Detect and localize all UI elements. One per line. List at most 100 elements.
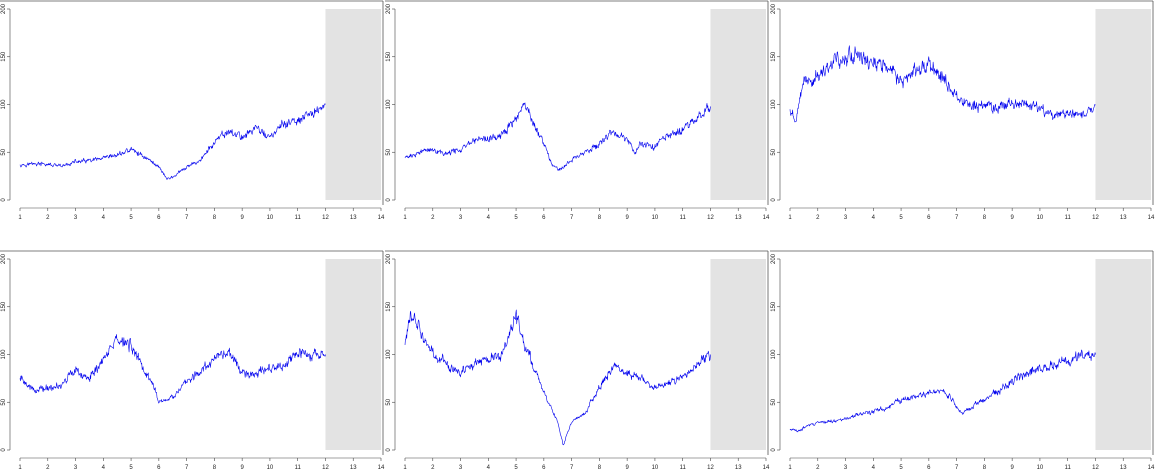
x-tick-label: 7 — [955, 465, 959, 471]
y-tick-label: 100 — [386, 349, 392, 360]
x-tick-label: 1 — [403, 215, 407, 221]
y-axis: 0 50 100 150 200 — [771, 3, 781, 202]
series-line — [789, 349, 1096, 433]
x-tick-label: 13 — [1120, 465, 1127, 471]
x-axis: 1 2 3 4 5 6 7 8 9 10 11 12 13 14 — [403, 457, 770, 471]
y-tick-label: 0 — [386, 198, 392, 202]
x-tick-label: 11 — [295, 215, 302, 221]
x-tick-label: 9 — [625, 215, 629, 221]
x-tick-label: 2 — [816, 215, 820, 221]
x-tick-label: 7 — [185, 465, 189, 471]
y-tick-label: 50 — [386, 148, 392, 155]
x-tick-label: 6 — [927, 215, 931, 221]
y-tick-label: 200 — [386, 3, 392, 14]
x-tick-label: 11 — [295, 465, 302, 471]
x-tick-label: 8 — [983, 215, 987, 221]
x-tick-label: 11 — [1065, 465, 1072, 471]
x-tick-label: 13 — [1120, 215, 1127, 221]
x-tick-label: 10 — [267, 215, 274, 221]
y-tick-label: 100 — [1, 99, 7, 110]
y-tick-label: 150 — [1, 51, 7, 62]
y-tick-label: 150 — [771, 301, 777, 312]
x-tick-label: 1 — [788, 215, 792, 221]
x-tick-label: 14 — [378, 465, 385, 471]
y-tick-label: 0 — [1, 198, 7, 202]
y-axis: 0 50 100 150 200 — [771, 253, 781, 452]
x-tick-label: 3 — [74, 465, 78, 471]
y-tick-label: 50 — [771, 398, 777, 405]
x-tick-label: 10 — [267, 465, 274, 471]
x-tick-label: 8 — [213, 215, 217, 221]
x-tick-label: 1 — [18, 465, 22, 471]
y-tick-label: 50 — [771, 148, 777, 155]
x-tick-label: 8 — [598, 215, 602, 221]
x-tick-label: 3 — [459, 215, 463, 221]
x-tick-label: 14 — [763, 215, 770, 221]
y-tick-label: 50 — [386, 398, 392, 405]
x-tick-label: 5 — [899, 215, 903, 221]
x-tick-label: 7 — [570, 215, 574, 221]
chart-panel-3: 0 50 100 150 200 1 2 3 4 5 6 7 8 9 10 11 12 13 14 — [770, 0, 1155, 222]
x-tick-label: 13 — [350, 215, 357, 221]
y-tick-label: 200 — [771, 3, 777, 14]
x-tick-label: 13 — [735, 215, 742, 221]
x-tick-label: 2 — [46, 215, 50, 221]
y-tick-label: 200 — [771, 253, 777, 264]
shaded-region — [710, 259, 766, 450]
y-axis: 0 50 100 150 200 — [1, 253, 11, 452]
y-tick-label: 200 — [1, 253, 7, 264]
x-tick-label: 1 — [18, 215, 22, 221]
x-tick-label: 8 — [983, 465, 987, 471]
x-tick-label: 9 — [1010, 465, 1014, 471]
x-tick-label: 9 — [240, 465, 244, 471]
x-tick-label: 6 — [542, 465, 546, 471]
shaded-region — [1095, 259, 1151, 450]
x-axis: 1 2 3 4 5 6 7 8 9 10 11 12 13 14 — [788, 457, 1155, 471]
x-tick-label: 2 — [431, 215, 435, 221]
x-tick-label: 12 — [707, 215, 714, 221]
x-tick-label: 11 — [680, 215, 687, 221]
x-tick-label: 9 — [240, 215, 244, 221]
series-line — [19, 334, 326, 404]
y-tick-label: 0 — [1, 448, 7, 452]
y-tick-label: 100 — [771, 99, 777, 110]
shaded-region — [1095, 9, 1151, 200]
x-tick-label: 1 — [788, 465, 792, 471]
x-tick-label: 7 — [955, 215, 959, 221]
x-tick-label: 10 — [652, 215, 659, 221]
x-tick-label: 13 — [350, 465, 357, 471]
x-tick-label: 7 — [570, 465, 574, 471]
x-tick-label: 5 — [129, 465, 133, 471]
series-line — [404, 309, 711, 446]
x-tick-label: 4 — [487, 215, 491, 221]
y-tick-label: 100 — [1, 349, 7, 360]
x-tick-label: 3 — [459, 465, 463, 471]
x-tick-label: 4 — [102, 465, 106, 471]
y-tick-label: 150 — [1, 301, 7, 312]
x-tick-label: 8 — [213, 465, 217, 471]
series-line — [19, 103, 326, 180]
x-tick-label: 2 — [816, 465, 820, 471]
x-tick-label: 7 — [185, 215, 189, 221]
y-tick-label: 150 — [386, 301, 392, 312]
chart-panel-2: 0 50 100 150 200 1 2 3 4 5 6 7 8 9 10 11 12 13 14 — [385, 0, 770, 222]
y-tick-label: 50 — [1, 148, 7, 155]
x-tick-label: 9 — [1010, 215, 1014, 221]
x-tick-label: 4 — [487, 465, 491, 471]
x-tick-label: 10 — [1037, 465, 1044, 471]
x-tick-label: 14 — [1148, 215, 1155, 221]
x-tick-label: 9 — [625, 465, 629, 471]
x-tick-label: 11 — [680, 465, 687, 471]
x-tick-label: 8 — [598, 465, 602, 471]
y-tick-label: 0 — [386, 448, 392, 452]
x-tick-label: 4 — [872, 465, 876, 471]
y-axis: 0 50 100 150 200 — [386, 3, 396, 202]
x-tick-label: 5 — [514, 215, 518, 221]
y-tick-label: 50 — [1, 398, 7, 405]
x-tick-label: 6 — [157, 215, 161, 221]
x-tick-label: 5 — [129, 215, 133, 221]
x-tick-label: 3 — [844, 465, 848, 471]
